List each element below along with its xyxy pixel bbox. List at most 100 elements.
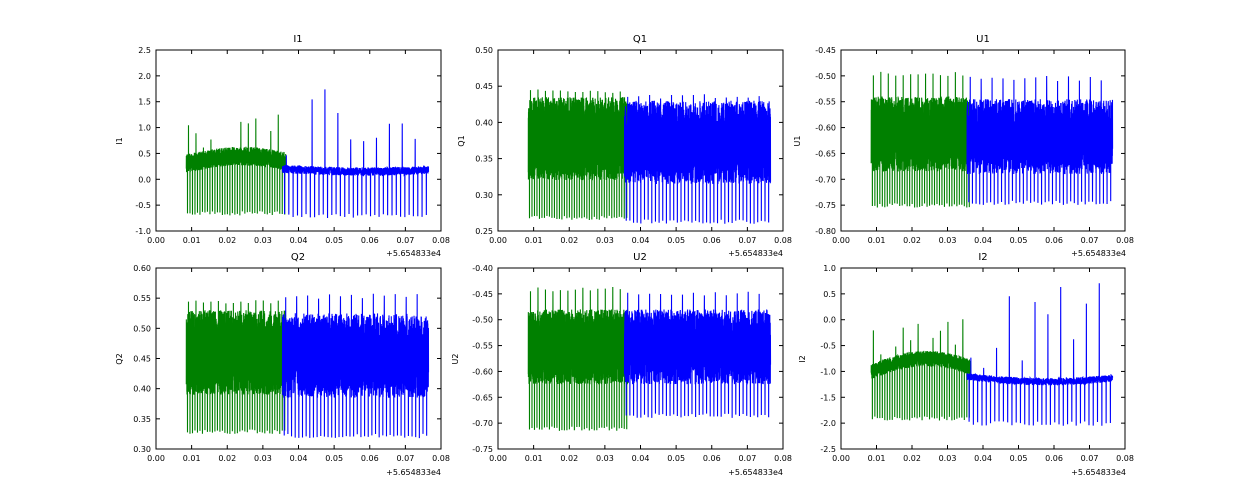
x-offset-label: +5.654833e4: [728, 249, 783, 258]
y-tick-label: 0.0: [138, 175, 151, 184]
y-axis-label: U1: [793, 136, 802, 147]
y-tick-label: -2.0: [820, 419, 836, 428]
y-tick-label: -0.80: [815, 227, 836, 236]
x-tick-label: 0.05: [1010, 236, 1028, 245]
y-tick-label: 0.35: [475, 155, 493, 164]
series-line-blue: [966, 283, 1114, 426]
y-axis-label: Q1: [457, 135, 466, 146]
plot-area: [527, 286, 772, 431]
x-tick-label: 0.07: [1081, 454, 1099, 463]
panel-title: Q2: [291, 252, 305, 263]
y-tick-label: -0.65: [815, 149, 836, 158]
x-tick-label: 0.07: [738, 454, 756, 463]
panel-title: I2: [978, 252, 987, 263]
x-tick-label: 0.01: [525, 236, 543, 245]
series-line-green: [185, 300, 287, 434]
y-tick-label: -0.75: [472, 445, 493, 454]
y-tick-label: 1.5: [138, 98, 151, 107]
x-tick-label: 0.07: [396, 236, 414, 245]
y-tick-label: -0.45: [472, 290, 493, 299]
y-tick-label: -0.60: [815, 124, 836, 133]
panel-title: U1: [976, 34, 990, 45]
y-tick-label: 0.55: [133, 294, 151, 303]
x-tick-label: 0.01: [868, 236, 886, 245]
x-tick-label: 0.05: [325, 236, 343, 245]
x-tick-label: 0.05: [1010, 454, 1028, 463]
x-tick-label: 0.08: [774, 236, 792, 245]
x-tick-label: 0.07: [738, 236, 756, 245]
y-tick-label: 0.45: [475, 82, 493, 91]
x-tick-label: 0.04: [632, 454, 650, 463]
panel-i2: I2 I2 +5.654833e4 0.00 0.01 0.02 0.03 0.04 0.…: [798, 252, 1134, 477]
plot-area: [185, 89, 430, 219]
x-tick-label: 0.00: [147, 454, 165, 463]
y-tick-label: -0.60: [472, 367, 493, 376]
series-line-green: [527, 89, 629, 221]
x-tick-label: 0.06: [361, 454, 379, 463]
y-tick-label: -1.5: [820, 393, 836, 402]
panel-q1: Q1 Q1 +5.654833e4 0.00 0.01 0.02 0.03 0.04 0.…: [457, 34, 792, 258]
panel-u1: U1 U1 +5.654833e4 0.00 0.01 0.02 0.03 0.04 0.…: [793, 34, 1134, 258]
y-tick-label: 1.0: [138, 124, 151, 133]
x-tick-label: 0.05: [325, 454, 343, 463]
x-tick-label: 0.02: [560, 454, 578, 463]
x-tick-label: 0.08: [1116, 454, 1134, 463]
series-line-blue: [281, 293, 430, 439]
y-tick-label: 0.35: [133, 415, 151, 424]
y-axis-label: Q2: [115, 353, 124, 364]
y-tick-label: 0.0: [823, 316, 836, 325]
plot-area: [870, 283, 1114, 426]
x-tick-label: 0.06: [703, 454, 721, 463]
x-offset-label: +5.654833e4: [386, 249, 441, 258]
panel-i1: I1 I1 +5.654833e4 0.00 0.01 0.02 0.03 0.04 0.…: [115, 34, 450, 258]
y-tick-label: 0.5: [823, 290, 836, 299]
x-tick-label: 0.05: [667, 454, 685, 463]
x-tick-label: 0.04: [632, 236, 650, 245]
y-tick-label: -0.55: [472, 342, 493, 351]
x-tick-label: 0.07: [396, 454, 414, 463]
y-tick-label: 0.60: [133, 264, 151, 273]
y-tick-label: 0.30: [133, 445, 151, 454]
y-tick-label: 0.40: [475, 118, 493, 127]
series-line-blue: [623, 291, 772, 418]
y-tick-label: 0.5: [138, 149, 151, 158]
y-tick-label: -1.0: [820, 367, 836, 376]
y-tick-label: 2.5: [138, 46, 151, 55]
x-tick-label: 0.00: [489, 236, 507, 245]
x-tick-label: 0.05: [667, 236, 685, 245]
panel-q2: Q2 Q2 +5.654833e4 0.00 0.01 0.02 0.03 0.04 0.…: [115, 252, 450, 477]
plot-area: [527, 89, 772, 224]
x-offset-label: +5.654833e4: [386, 468, 441, 477]
y-tick-label: -0.70: [472, 419, 493, 428]
panel-title: U2: [633, 252, 647, 263]
x-tick-label: 0.06: [361, 236, 379, 245]
y-axis-label: I2: [798, 355, 807, 362]
x-tick-label: 0.08: [432, 454, 450, 463]
series-line-green: [870, 71, 972, 208]
y-tick-label: -1.0: [135, 227, 151, 236]
series-line-blue: [623, 94, 772, 224]
x-tick-label: 0.01: [183, 236, 201, 245]
y-tick-label: 0.50: [133, 324, 151, 333]
plot-area: [185, 293, 430, 439]
y-tick-label: -0.50: [472, 316, 493, 325]
y-axis-label: I1: [115, 137, 124, 144]
x-tick-label: 0.01: [525, 454, 543, 463]
y-tick-label: 0.30: [475, 191, 493, 200]
x-tick-label: 0.00: [147, 236, 165, 245]
x-tick-label: 0.00: [832, 454, 850, 463]
y-tick-label: -0.5: [820, 342, 836, 351]
series-line-blue: [281, 89, 430, 219]
y-tick-label: -0.65: [472, 393, 493, 402]
y-tick-label: -0.55: [815, 98, 836, 107]
x-tick-label: 0.04: [974, 454, 992, 463]
x-tick-label: 0.08: [432, 236, 450, 245]
x-tick-label: 0.08: [774, 454, 792, 463]
x-tick-label: 0.04: [290, 236, 308, 245]
y-tick-label: 0.25: [475, 227, 493, 236]
x-tick-label: 0.04: [290, 454, 308, 463]
x-tick-label: 0.03: [939, 236, 957, 245]
x-tick-label: 0.02: [560, 236, 578, 245]
y-tick-label: 0.50: [475, 46, 493, 55]
